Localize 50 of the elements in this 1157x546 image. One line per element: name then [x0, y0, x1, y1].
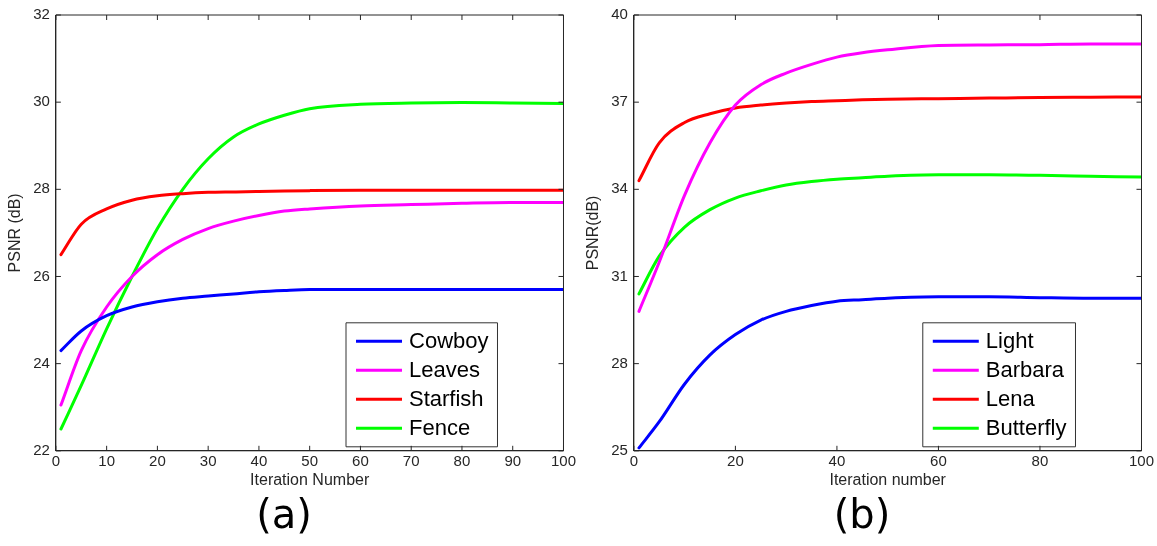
y-tick-label: 34	[611, 179, 628, 197]
y-tick-label: 28	[611, 353, 628, 371]
legend-label: Lena	[985, 386, 1036, 412]
y-tick-label: 24	[33, 353, 50, 371]
legend-label: Leaves	[409, 357, 480, 383]
x-tick-label: 40	[250, 451, 268, 469]
y-axis-title: PSNR(dB)	[584, 195, 602, 271]
legend-label: Starfish	[409, 386, 484, 412]
x-tick-label: 30	[199, 451, 217, 469]
x-tick-label: 0	[629, 451, 639, 469]
legend-label: Fence	[409, 415, 471, 441]
y-tick-label: 37	[611, 92, 628, 110]
line-series	[59, 188, 564, 257]
x-tick-label: 90	[504, 451, 522, 469]
y-tick-label: 30	[33, 92, 50, 110]
line-series	[637, 173, 1142, 296]
x-tick-label: 0	[51, 451, 61, 469]
x-tick-label: 60	[930, 451, 947, 469]
legend-label: Barbara	[985, 357, 1065, 383]
line-series	[637, 42, 1142, 313]
x-tick-label: 60	[352, 451, 369, 469]
legend-label: Butterfly	[985, 415, 1067, 441]
x-tick-label: 50	[301, 451, 319, 469]
y-tick-label: 40	[611, 5, 628, 23]
y-tick-label: 28	[33, 179, 50, 197]
x-tick-label: 80	[453, 451, 471, 469]
x-tick-label: 100	[550, 451, 576, 469]
line-series	[637, 295, 1142, 450]
x-tick-label: 40	[828, 451, 846, 469]
x-tick-label: 10	[98, 451, 115, 469]
y-tick-label: 22	[33, 440, 50, 458]
line-series	[637, 95, 1142, 183]
y-tick-label: 25	[611, 440, 628, 458]
y-tick-label: 32	[33, 5, 50, 23]
y-axis-title: PSNR (dB)	[6, 193, 24, 273]
text: (b)	[833, 491, 891, 538]
y-tick-label: 31	[611, 266, 628, 284]
x-tick-label: 20	[727, 451, 744, 469]
y-tick-label: 26	[33, 266, 50, 284]
x-tick-label: 70	[402, 451, 420, 469]
x-axis-title: Iteration Number	[250, 470, 370, 488]
line-series	[59, 200, 564, 407]
legend-label: Light	[985, 328, 1034, 354]
x-axis-title: Iteration number	[829, 470, 947, 488]
line-series	[59, 288, 564, 353]
x-tick-label: 20	[149, 451, 166, 469]
text: (a)	[256, 491, 312, 538]
legend-label: Cowboy	[409, 328, 489, 354]
x-tick-label: 100	[1128, 451, 1154, 469]
x-tick-label: 80	[1031, 451, 1049, 469]
